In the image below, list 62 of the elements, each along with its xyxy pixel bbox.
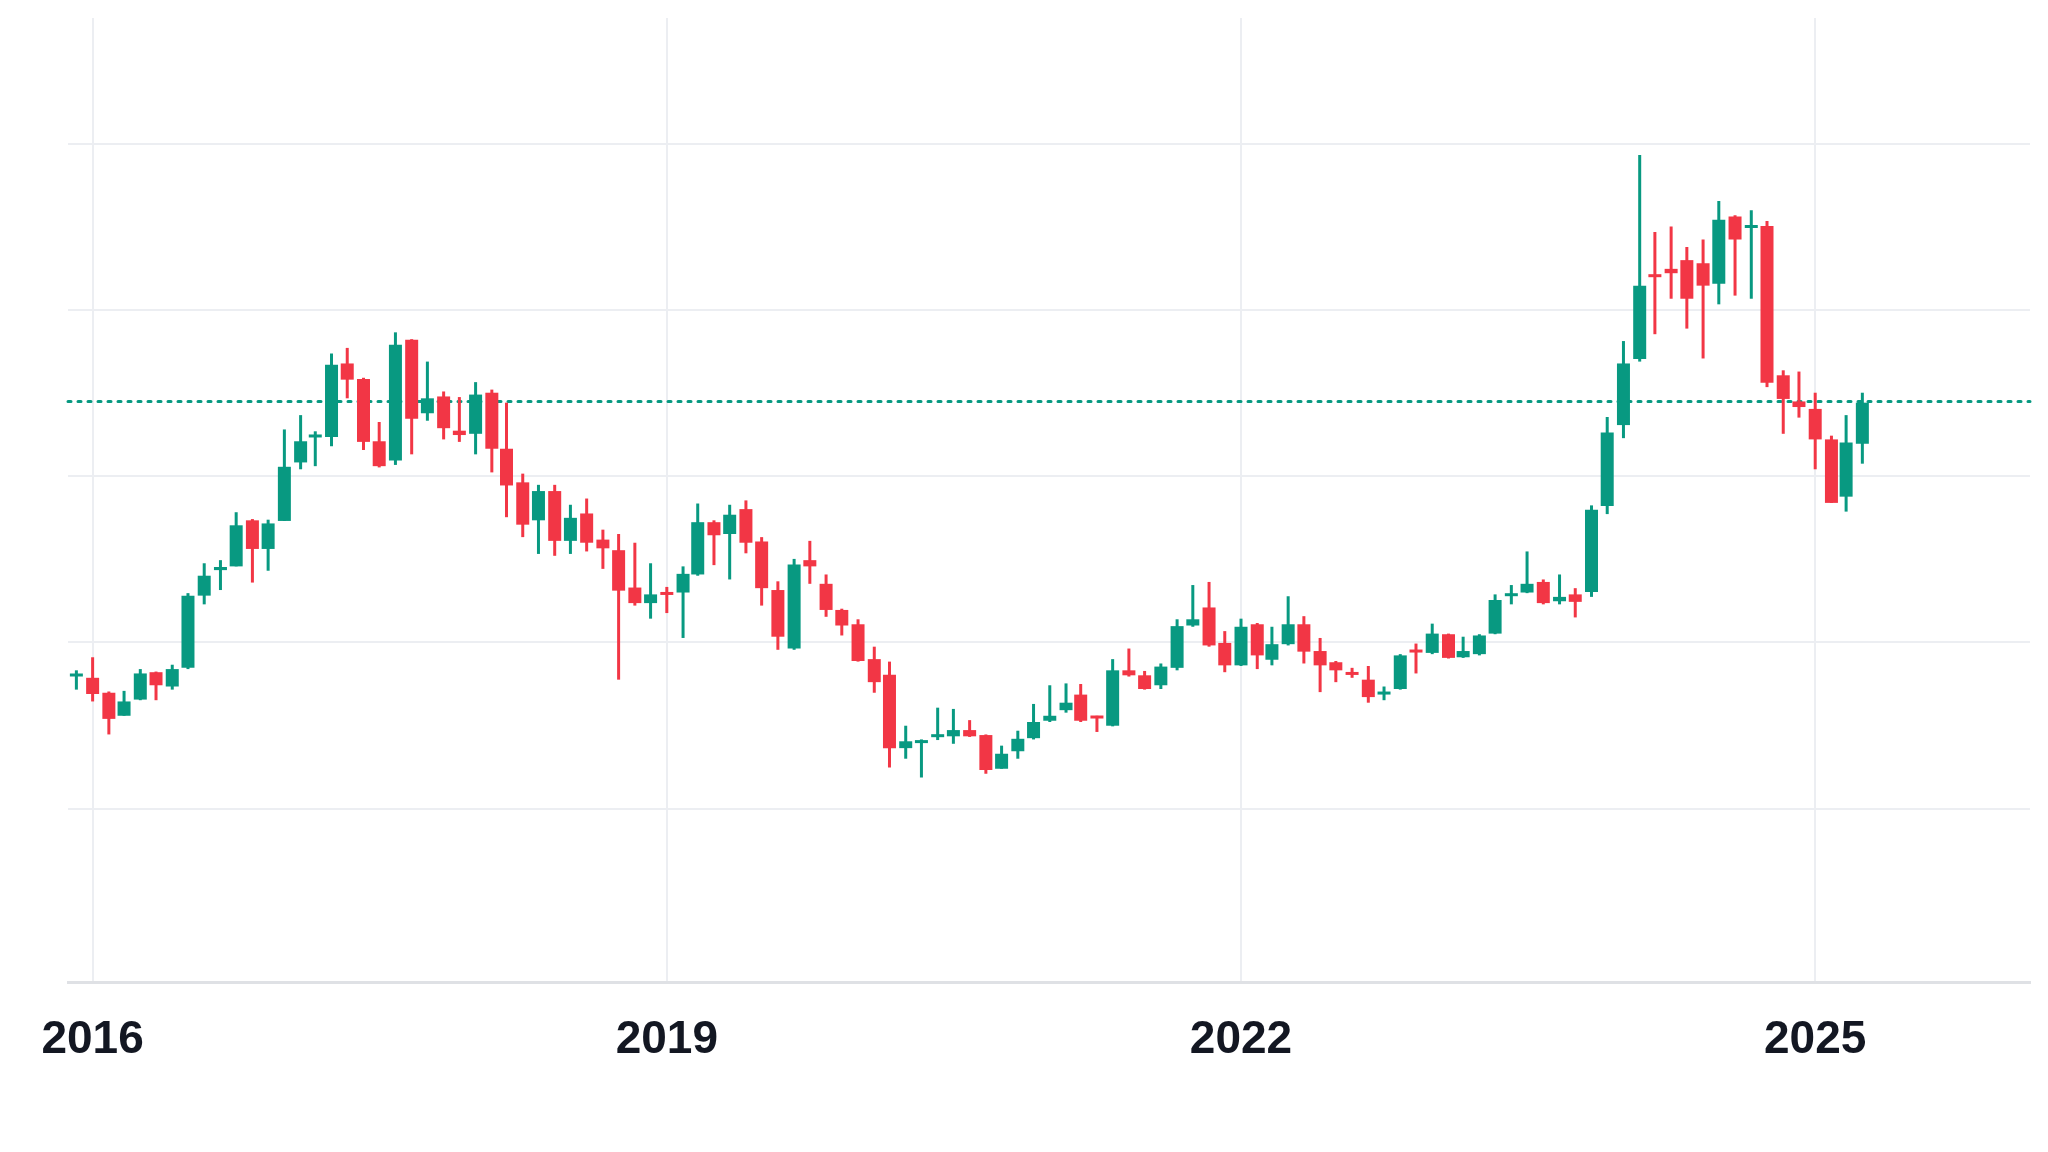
candlestick <box>1281 596 1295 646</box>
candlestick <box>931 707 945 742</box>
candlestick <box>86 657 100 702</box>
candlestick <box>149 671 163 702</box>
candlestick <box>1776 370 1790 434</box>
candlestick <box>867 646 881 693</box>
candlestick <box>1553 574 1567 605</box>
candlestick <box>644 563 658 619</box>
candlestick <box>1504 585 1518 605</box>
candlestick <box>995 745 1009 769</box>
candlestick <box>946 707 960 744</box>
candlestick <box>1728 215 1742 296</box>
candlestick <box>197 563 211 605</box>
candlestick <box>1218 631 1232 674</box>
candlestick <box>1409 643 1423 674</box>
candlestick <box>1664 226 1678 299</box>
candlestick <box>676 566 690 638</box>
candlestick <box>1648 232 1662 336</box>
candlestick <box>294 415 308 470</box>
candlestick <box>1361 665 1375 703</box>
candlestick <box>835 608 849 636</box>
candlestick <box>723 503 737 580</box>
candlestick <box>165 664 179 690</box>
candlestick <box>1265 625 1279 666</box>
candlestick <box>1792 371 1806 418</box>
x-tick-label: 2016 <box>41 1011 144 1064</box>
candlestick <box>1329 660 1343 684</box>
candlestick <box>1696 239 1710 359</box>
candlestick <box>899 725 913 759</box>
candlestick <box>1456 636 1470 658</box>
candlestick <box>563 503 577 554</box>
candlestick <box>707 520 721 567</box>
x-tick-label: 2019 <box>615 1011 718 1064</box>
candlestick <box>914 739 928 778</box>
candlestick <box>1744 210 1758 299</box>
candlestick <box>213 560 227 592</box>
candlestick <box>1043 685 1057 722</box>
candlestick <box>1122 648 1136 677</box>
candlestick <box>1425 623 1439 656</box>
candlestick <box>1568 588 1582 618</box>
candlestick <box>308 431 322 468</box>
candlestick <box>803 539 817 584</box>
candlestick <box>1059 683 1073 713</box>
candlestick <box>117 689 131 716</box>
candlestick <box>1313 636 1327 694</box>
candlestick <box>69 670 83 690</box>
candlestick <box>628 542 642 606</box>
candlestick <box>1186 585 1200 627</box>
candlestick <box>660 585 674 615</box>
candlestick <box>1520 551 1534 595</box>
x-tick-label: 2025 <box>1764 1011 1867 1064</box>
candlestick <box>1472 634 1486 656</box>
candlestick <box>596 529 610 569</box>
x-tick-label: 2022 <box>1189 1011 1293 1064</box>
candlestick <box>1138 669 1152 690</box>
candlestick <box>1027 702 1041 740</box>
candlestick <box>1441 633 1455 659</box>
candlestick <box>452 397 466 442</box>
candlestick <box>1011 730 1025 759</box>
candlestick <box>1154 663 1168 689</box>
candlestick <box>340 346 354 399</box>
candlestick <box>1536 579 1550 605</box>
